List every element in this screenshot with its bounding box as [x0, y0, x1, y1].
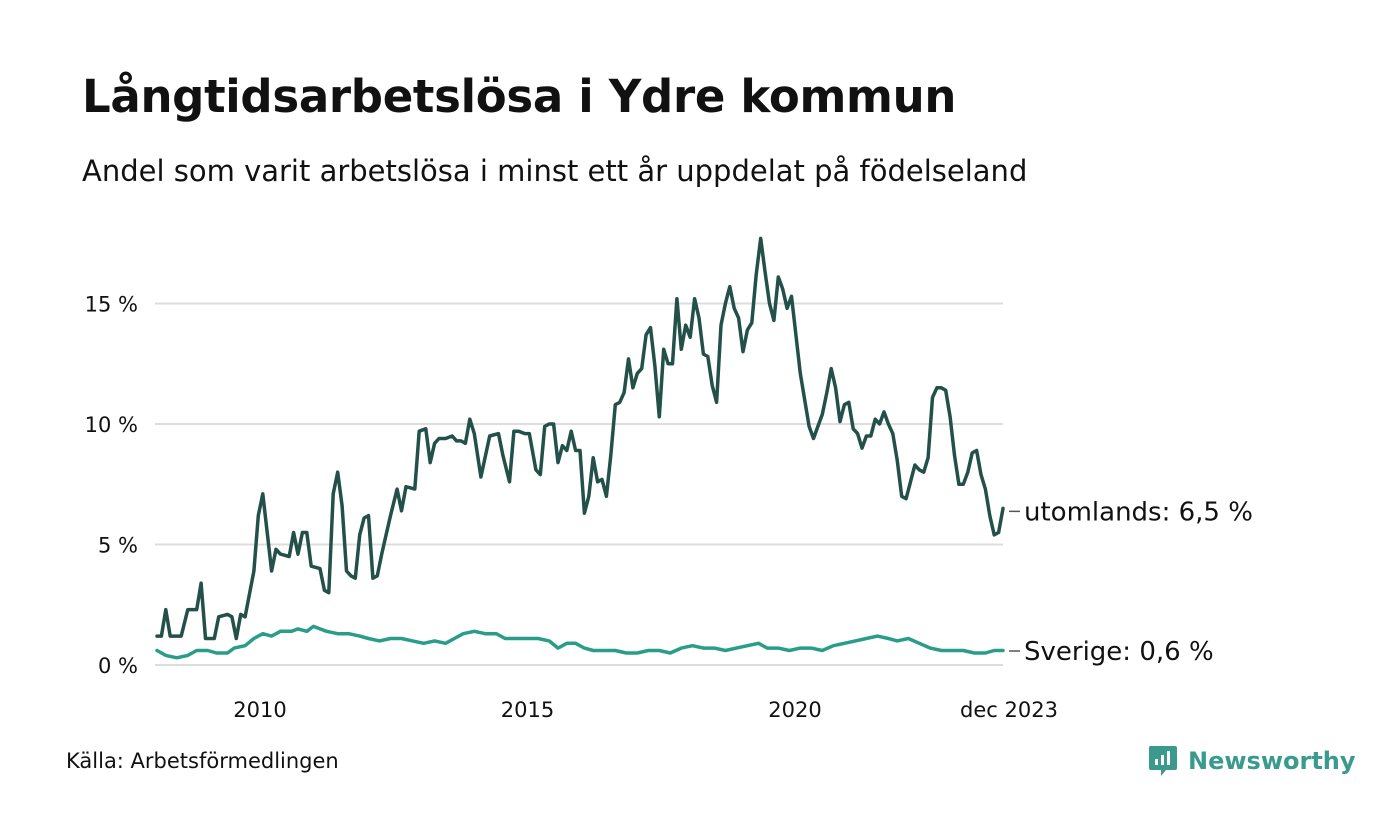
y-tick-label: 0 % [98, 654, 138, 678]
y-tick-label: 5 % [98, 534, 138, 558]
brand-logo[interactable]: Newsworthy [1148, 744, 1356, 778]
x-tick-label: dec 2023 [960, 698, 1058, 722]
series-line-utomlands [155, 236, 1005, 641]
series-end-labels: utomlands: 6,5 % Sverige: 0,6 % [1009, 497, 1253, 667]
x-tick-label: 2015 [501, 698, 554, 722]
y-axis-tick-labels: 0 % 5 % 10 % 15 % [85, 293, 138, 679]
page-subtitle: Andel som varit arbetslösa i minst ett å… [82, 154, 1028, 188]
end-label-sverige: Sverige: 0,6 % [1024, 637, 1214, 667]
series-lines [155, 236, 1005, 660]
x-axis-tick-labels: 2010 2015 2020 dec 2023 [233, 698, 1058, 722]
x-tick-label: 2010 [233, 698, 286, 722]
x-tick-label: 2020 [768, 698, 821, 722]
newsworthy-logo-icon [1149, 746, 1177, 776]
y-tick-label: 15 % [85, 293, 138, 317]
grid-lines [155, 302, 1003, 666]
y-tick-label: 10 % [85, 413, 138, 437]
series-line-sverige [155, 624, 1005, 660]
source-note: Källa: Arbetsförmedlingen [66, 749, 339, 773]
end-label-utomlands: utomlands: 6,5 % [1024, 497, 1253, 527]
brand-name: Newsworthy [1188, 747, 1356, 775]
page-title: Långtidsarbetslösa i Ydre kommun [82, 70, 957, 123]
